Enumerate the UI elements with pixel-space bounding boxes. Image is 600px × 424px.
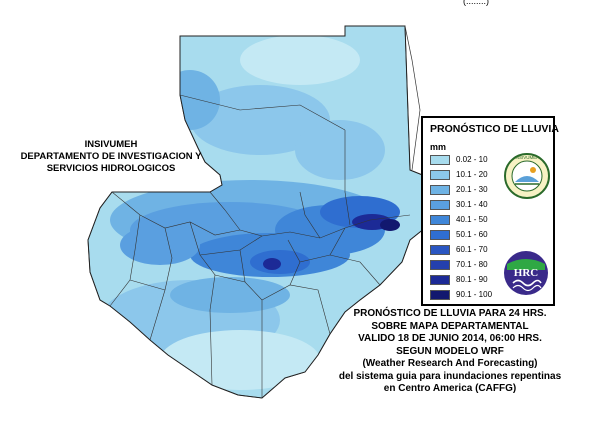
legend-item: 20.1 - 30 — [430, 184, 488, 195]
department-borders — [109, 94, 411, 398]
institution-name: INSIVUMEH — [84, 139, 138, 150]
legend-swatch — [430, 199, 450, 210]
institution-label: INSIVUMEH DEPARTAMENTO DE INVESTIGACION … — [6, 139, 216, 175]
legend-label: 20.1 - 30 — [456, 185, 488, 194]
rainfall-fields — [100, 35, 400, 390]
legend-item: 30.1 - 40 — [430, 199, 488, 210]
forecast-caption: PRONÓSTICO DE LLUVIA PARA 24 HRS. SOBRE … — [300, 308, 600, 396]
legend-item: 60.1 - 70 — [430, 244, 488, 255]
legend-swatch — [430, 259, 450, 270]
legend-item: 80.1 - 90 — [430, 274, 488, 285]
insivumeh-logo: INSIVUMEH — [504, 153, 550, 199]
map-legend: PRONÓSTICO DE LLUVIA mm 0.02 - 10 10.1 -… — [421, 116, 559, 306]
legend-item: 50.1 - 60 — [430, 229, 488, 240]
caption-line: en Centro America (CAFFG) — [383, 383, 517, 394]
insivumeh-logo-text: INSIVUMEH — [514, 155, 539, 160]
caption-line: (Weather Research And Forecasting) — [362, 358, 538, 369]
legend-item: 10.1 - 20 — [430, 169, 488, 180]
legend-swatch — [430, 274, 450, 285]
legend-label: 10.1 - 20 — [456, 170, 488, 179]
legend-swatch — [430, 289, 450, 300]
legend-label: 40.1 - 50 — [456, 215, 488, 224]
top-fragment-text: (........) — [463, 0, 489, 6]
legend-item: 70.1 - 80 — [430, 259, 488, 270]
legend-item: 0.02 - 10 — [430, 154, 488, 165]
caption-line: SEGUN MODELO WRF — [396, 345, 504, 357]
legend-item: 90.1 - 100 — [430, 289, 492, 300]
legend-swatch — [430, 169, 450, 180]
hrc-logo: HRC — [504, 251, 548, 295]
institution-department: DEPARTAMENTO DE INVESTIGACION Y — [20, 151, 202, 162]
legend-label: 70.1 - 80 — [456, 260, 488, 269]
legend-swatch — [430, 214, 450, 225]
legend-swatch — [430, 244, 450, 255]
neighbor-border — [404, 25, 421, 171]
legend-label: 90.1 - 100 — [456, 290, 493, 299]
caption-line: SOBRE MAPA DEPARTAMENTAL — [371, 320, 529, 332]
legend-label: 80.1 - 90 — [456, 275, 488, 284]
legend-swatch — [430, 229, 450, 240]
institution-service: SERVICIOS HIDROLOGICOS — [46, 163, 176, 174]
legend-label: 0.02 - 10 — [456, 155, 488, 164]
legend-swatch — [430, 184, 450, 195]
hrc-logo-text: HRC — [514, 267, 539, 279]
legend-label: 60.1 - 70 — [456, 245, 488, 254]
legend-title: PRONÓSTICO DE LLUVIA — [430, 123, 559, 135]
legend-item: 40.1 - 50 — [430, 214, 488, 225]
legend-label: 30.1 - 40 — [456, 200, 488, 209]
caption-line: del sistema guia para inundaciones repen… — [338, 370, 562, 382]
legend-swatch — [430, 154, 450, 165]
legend-label: 50.1 - 60 — [456, 230, 488, 239]
caption-line: VALIDO 18 DE JUNIO 2014, 06:00 HRS. — [358, 333, 542, 344]
legend-unit: mm — [430, 142, 447, 152]
caption-line: PRONÓSTICO DE LLUVIA PARA 24 HRS. — [353, 308, 547, 319]
